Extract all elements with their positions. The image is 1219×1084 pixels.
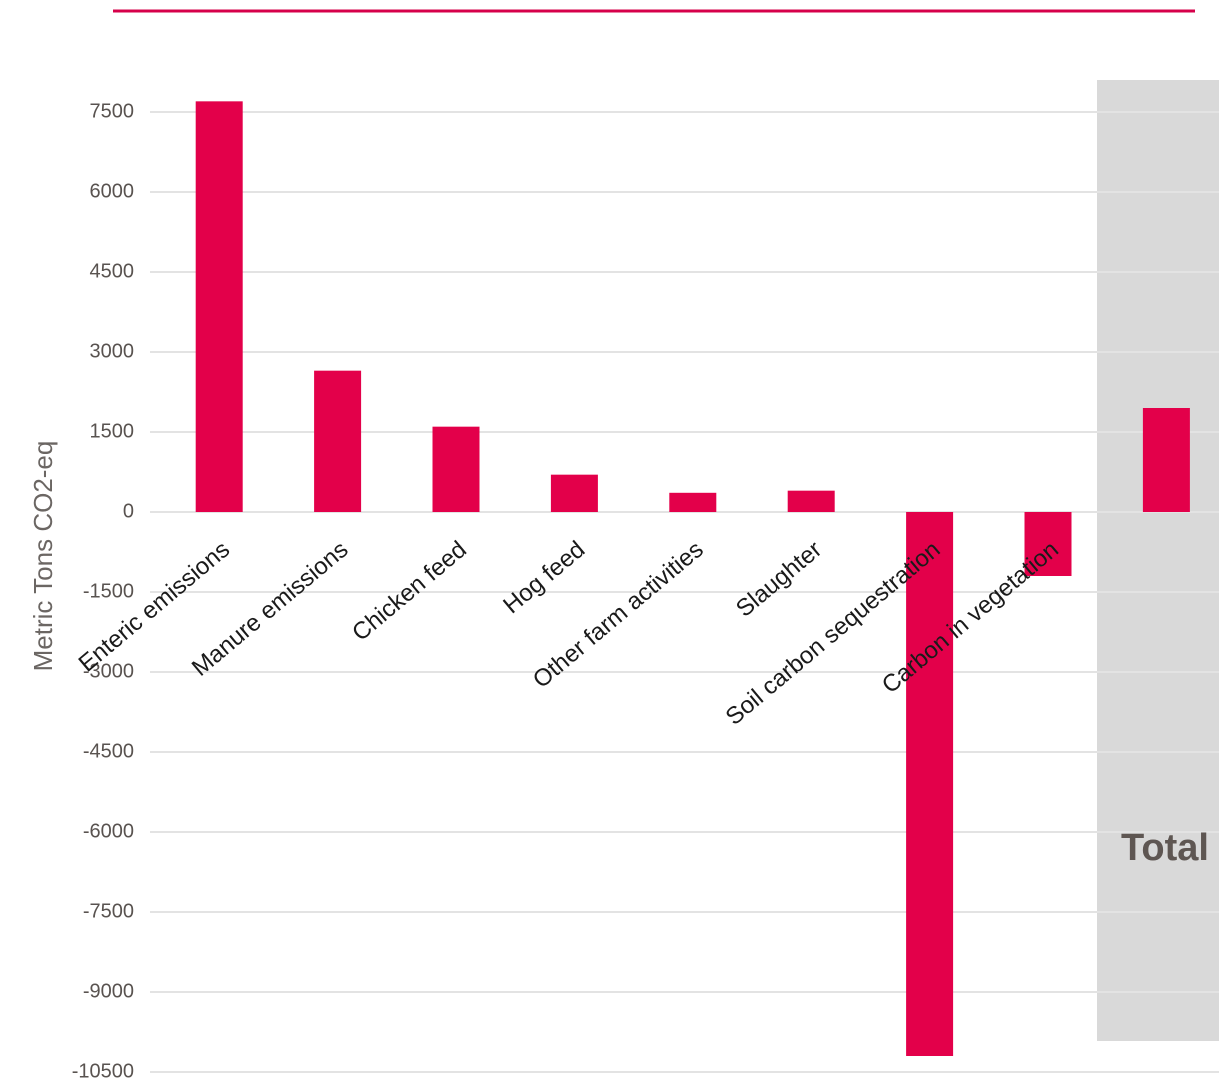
category-label: Hog feed <box>498 536 590 619</box>
y-tick-label: -9000 <box>83 980 134 1002</box>
y-tick-label: -6000 <box>83 820 134 842</box>
bar <box>550 474 598 512</box>
y-tick-label: -1500 <box>83 580 134 602</box>
y-tick-label: 0 <box>123 500 134 522</box>
bar <box>195 101 243 512</box>
y-tick-label: 3000 <box>90 340 135 362</box>
y-tick-label: 6000 <box>90 180 135 202</box>
bar <box>787 490 835 512</box>
bars <box>195 101 1190 1056</box>
y-axis-tick-labels: 7500 6000 4500 3000 1500 0 -1500 -3000 -4500 -600… <box>72 100 134 1082</box>
bar <box>906 512 954 1056</box>
y-tick-label: 7500 <box>90 100 135 122</box>
y-tick-label: -10500 <box>72 1060 134 1082</box>
y-axis-title: Metric Tons CO2-eq <box>28 441 58 672</box>
y-tick-label: -7500 <box>83 900 134 922</box>
bar <box>669 492 717 512</box>
bar <box>432 426 480 512</box>
category-label: Slaughter <box>731 536 827 623</box>
y-tick-label: 1500 <box>90 420 135 442</box>
y-tick-label: -3000 <box>83 660 134 682</box>
y-tick-label: -4500 <box>83 740 134 762</box>
bar <box>1024 512 1072 576</box>
total-label: Total <box>1121 827 1209 869</box>
total-background-band <box>1097 80 1219 1041</box>
bar <box>1142 408 1190 512</box>
bar <box>314 370 362 512</box>
y-tick-label: 4500 <box>90 260 135 282</box>
